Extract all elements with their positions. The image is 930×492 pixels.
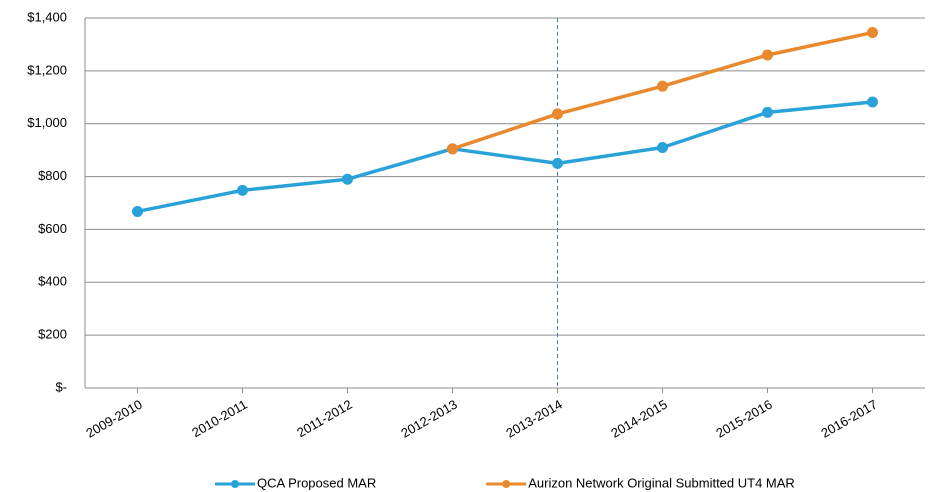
data-point [657,142,668,153]
data-point [867,27,878,39]
y-tick-label: $400 [38,274,67,289]
x-tick-label: 2011-2012 [294,397,355,441]
legend-marker [502,480,511,488]
x-tick-label: 2014-2015 [608,397,669,441]
x-tick-label: 2010-2011 [189,397,250,441]
y-tick-label: $600 [38,221,67,236]
data-point [552,108,563,120]
y-tick-label: $1,200 [27,62,67,77]
data-point [867,96,878,108]
x-tick-label: 2009-2010 [83,397,144,441]
y-tick-label: $800 [38,168,67,183]
data-point [342,173,353,185]
legend-label: Aurizon Network Original Submitted UT4 M… [528,475,795,490]
data-point [237,184,248,196]
y-tick-label: $1,400 [27,9,67,24]
data-point [132,205,143,217]
y-tick-label: $1,000 [27,115,67,130]
data-point [657,80,668,92]
data-point [447,143,458,155]
data-point [762,49,773,61]
data-point [552,157,563,169]
series-line [137,100,873,214]
legend-marker [231,480,239,488]
x-tick-label: 2012-2013 [398,397,459,441]
data-point [762,106,773,118]
legend-label: QCA Proposed MAR [257,475,376,490]
x-tick-label: 2016-2017 [818,397,879,441]
x-tick-label: 2013-2014 [503,397,564,441]
y-tick-label: $200 [38,327,67,342]
y-tick-label: $- [55,379,67,394]
x-tick-label: 2015-2016 [713,397,774,441]
